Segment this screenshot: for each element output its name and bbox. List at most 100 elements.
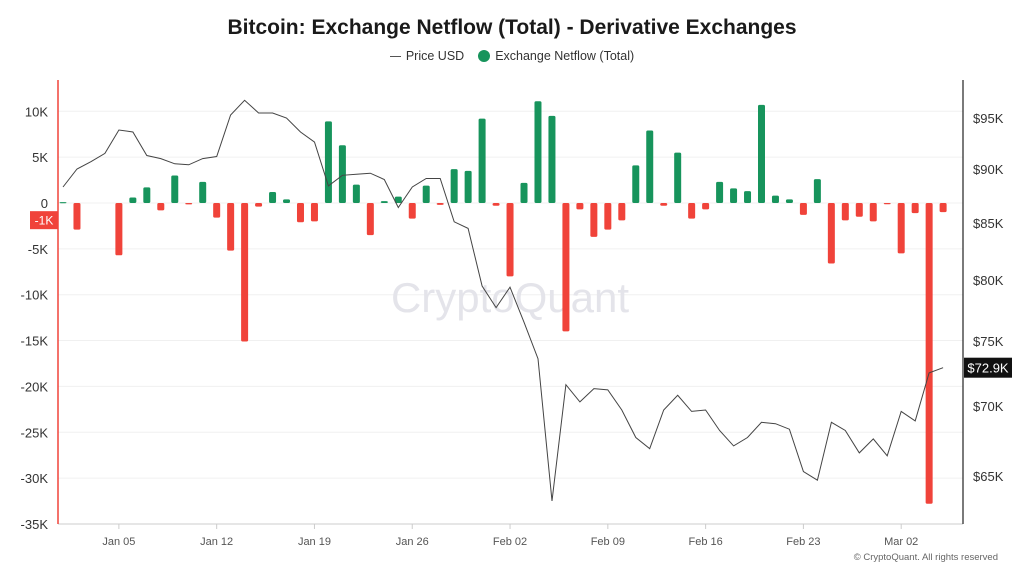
x-axis-tick-label: Jan 26 <box>396 536 429 548</box>
netflow-bar <box>171 175 179 203</box>
copyright-footer: © CryptoQuant. All rights reserved <box>853 552 998 563</box>
netflow-bar <box>744 191 752 203</box>
netflow-bar <box>408 203 416 219</box>
left-axis-tick-label: -25K <box>21 425 49 440</box>
left-axis-tick-label: 0 <box>41 196 48 211</box>
netflow-bar <box>674 152 682 203</box>
netflow-bar <box>436 203 444 205</box>
right-axis-tick-label: $95K <box>973 111 1004 126</box>
netflow-bar <box>618 203 626 221</box>
x-axis-tick-label: Feb 16 <box>688 536 722 548</box>
netflow-bar <box>827 203 835 264</box>
netflow-bar <box>883 203 891 205</box>
netflow-bar <box>143 187 151 203</box>
netflow-bar <box>506 203 514 277</box>
netflow-bar <box>702 203 710 210</box>
line-swatch-icon <box>389 55 401 57</box>
chart-title: Bitcoin: Exchange Netflow (Total) - Deri… <box>227 16 797 39</box>
right-axis-tick-label: $85K <box>973 216 1004 231</box>
dot-swatch-icon <box>478 50 491 62</box>
netflow-bar <box>450 169 458 203</box>
x-axis-tick-label: Jan 12 <box>200 536 233 548</box>
netflow-bar <box>604 203 612 230</box>
netflow-bar <box>562 203 570 332</box>
netflow-bar <box>939 203 947 213</box>
netflow-bar <box>185 203 193 205</box>
netflow-bar <box>283 199 291 203</box>
left-axis-tick-label: -20K <box>21 379 49 394</box>
netflow-bar <box>911 203 919 214</box>
left-axis-tick-label: -35K <box>21 517 49 532</box>
right-axis-tick-label: $75K <box>973 334 1004 349</box>
netflow-bar <box>869 203 877 222</box>
netflow-bar <box>576 203 584 210</box>
netflow-bar <box>841 203 849 221</box>
netflow-bar <box>799 203 807 215</box>
netflow-bar <box>129 197 137 203</box>
netflow-bar <box>394 196 402 203</box>
netflow-bar <box>730 188 738 203</box>
left-axis-tick-label: -30K <box>21 471 49 486</box>
netflow-bar <box>492 203 500 206</box>
netflow-bar <box>716 181 724 203</box>
netflow-bar <box>771 195 779 203</box>
left-axis-tick-label: -10K <box>21 288 49 303</box>
netflow-bar <box>897 203 905 254</box>
netflow-bar <box>632 165 640 203</box>
legend: Price USD Exchange Netflow (Total) <box>0 49 1024 63</box>
netflow-bar <box>813 179 821 203</box>
netflow-bar <box>366 203 374 236</box>
netflow-bar <box>422 185 430 203</box>
netflow-bar <box>59 202 67 204</box>
left-axis-tick-label: -5K <box>28 242 49 257</box>
x-axis-tick-label: Jan 19 <box>298 536 331 548</box>
right-axis-tick-label: $90K <box>973 162 1004 177</box>
x-axis-tick-label: Feb 09 <box>591 536 625 548</box>
netflow-bar <box>478 118 486 203</box>
netflow-bar <box>324 121 332 203</box>
netflow-bar <box>338 145 346 203</box>
netflow-bar <box>115 203 123 256</box>
x-axis-tick-label: Feb 02 <box>493 536 527 548</box>
price-last-value-label: $72.9K <box>967 361 1009 376</box>
netflow-bar <box>758 104 765 203</box>
netflow-bar <box>255 203 263 207</box>
left-axis-tick-label: 5K <box>32 150 48 165</box>
netflow-bar <box>157 203 165 211</box>
netflow-bar <box>520 182 528 203</box>
left-axis-tick-label: -15K <box>21 334 49 349</box>
netflow-bar <box>548 115 556 203</box>
netflow-bar <box>688 203 696 219</box>
price-line <box>62 99 944 501</box>
legend-item-price[interactable]: Price USD <box>389 49 465 63</box>
netflow-bar <box>296 203 304 223</box>
netflow-bar <box>241 203 249 342</box>
legend-item-netflow[interactable]: Exchange Netflow (Total) <box>478 49 634 63</box>
netflow-bar <box>660 203 668 206</box>
netflow-bar <box>227 203 235 251</box>
right-axis-tick-label: $80K <box>973 273 1004 288</box>
legend-label-netflow: Exchange Netflow (Total) <box>495 49 635 63</box>
netflow-bar <box>269 191 277 203</box>
right-axis-tick-label: $65K <box>973 469 1004 484</box>
netflow-bar <box>534 101 542 203</box>
x-axis-tick-label: Jan 05 <box>102 536 135 548</box>
netflow-bar <box>213 203 221 218</box>
netflow-bar <box>199 181 207 203</box>
netflow-bar <box>310 203 318 222</box>
watermark-logo: CryptoQuant <box>391 274 629 321</box>
netflow-bar <box>73 203 81 230</box>
x-axis-tick-label: Mar 02 <box>884 536 918 548</box>
netflow-last-value-badge <box>30 211 58 230</box>
right-axis-tick-label: $70K <box>973 399 1004 414</box>
legend-label-price: Price USD <box>405 49 465 63</box>
x-axis-tick-label: Feb 23 <box>786 536 820 548</box>
price-last-value-badge <box>964 357 1012 378</box>
netflow-bar <box>785 199 793 203</box>
netflow-last-value-label: -1K <box>35 214 54 228</box>
netflow-bar <box>352 184 360 203</box>
netflow-bar <box>590 203 598 237</box>
netflow-bar <box>380 201 388 203</box>
netflow-bar <box>646 130 654 203</box>
